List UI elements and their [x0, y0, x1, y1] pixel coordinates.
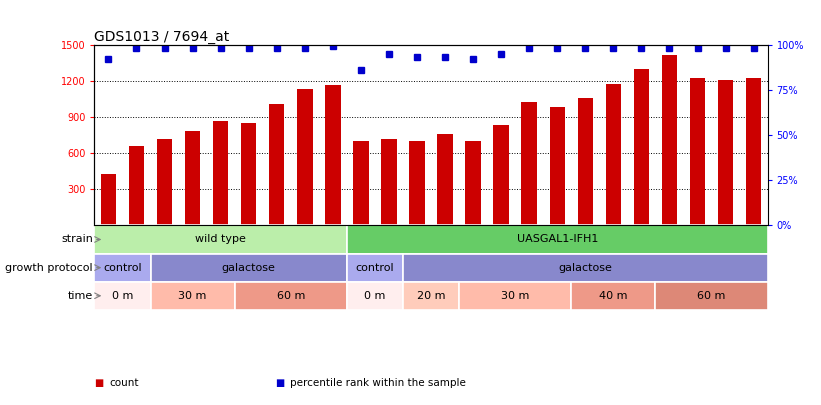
Text: wild type: wild type: [195, 234, 246, 245]
Text: 0 m: 0 m: [112, 291, 133, 301]
Bar: [94, 254, 150, 282]
Text: 0 m: 0 m: [365, 291, 386, 301]
Text: ■: ■: [275, 378, 284, 388]
Text: 40 m: 40 m: [599, 291, 627, 301]
Bar: [241, 123, 256, 226]
Text: 60 m: 60 m: [697, 291, 726, 301]
Bar: [493, 125, 509, 226]
Bar: [606, 84, 621, 226]
Bar: [655, 282, 768, 310]
Bar: [347, 254, 403, 282]
Text: galactose: galactose: [558, 262, 612, 273]
Text: GDS1013 / 7694_at: GDS1013 / 7694_at: [94, 30, 230, 43]
Bar: [410, 141, 424, 226]
Text: UASGAL1-IFH1: UASGAL1-IFH1: [516, 234, 598, 245]
Bar: [746, 78, 761, 226]
Bar: [521, 102, 537, 226]
Bar: [459, 282, 571, 310]
Bar: [403, 254, 768, 282]
Bar: [381, 139, 397, 226]
Text: strain: strain: [61, 234, 93, 245]
Text: 30 m: 30 m: [178, 291, 207, 301]
Bar: [549, 107, 565, 226]
Bar: [297, 89, 313, 226]
Bar: [578, 98, 593, 226]
Text: growth protocol: growth protocol: [6, 262, 93, 273]
Bar: [325, 85, 341, 226]
Text: time: time: [68, 291, 93, 301]
Bar: [185, 131, 200, 226]
Bar: [157, 139, 172, 226]
Bar: [662, 55, 677, 226]
Bar: [690, 78, 705, 226]
Bar: [634, 69, 649, 226]
Bar: [150, 254, 347, 282]
Text: control: control: [355, 262, 394, 273]
Text: galactose: galactose: [222, 262, 276, 273]
Bar: [269, 104, 284, 226]
Bar: [403, 282, 459, 310]
Text: count: count: [109, 378, 139, 388]
Text: 30 m: 30 m: [501, 291, 530, 301]
Bar: [129, 146, 144, 226]
Bar: [466, 141, 481, 226]
Text: control: control: [103, 262, 142, 273]
Text: ■: ■: [94, 378, 103, 388]
Bar: [94, 226, 347, 254]
Text: 60 m: 60 m: [277, 291, 305, 301]
Bar: [718, 79, 733, 226]
Bar: [353, 141, 369, 226]
Text: 20 m: 20 m: [417, 291, 445, 301]
Bar: [438, 134, 452, 226]
Bar: [347, 282, 403, 310]
Bar: [101, 174, 116, 226]
Bar: [213, 121, 228, 226]
Bar: [94, 282, 150, 310]
Bar: [571, 282, 655, 310]
Bar: [235, 282, 346, 310]
Text: percentile rank within the sample: percentile rank within the sample: [290, 378, 466, 388]
Bar: [150, 282, 235, 310]
Bar: [347, 226, 768, 254]
